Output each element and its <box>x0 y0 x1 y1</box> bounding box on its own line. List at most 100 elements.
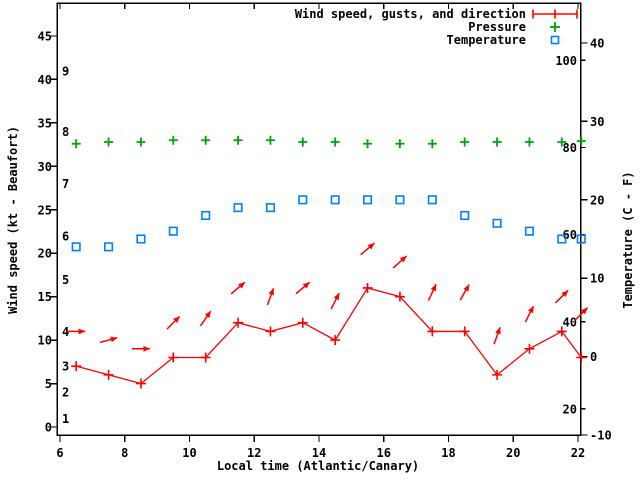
wind-arrow-head <box>333 292 340 301</box>
axis-tick-labels: 6 8 10 12 14 16 18 20 22051015202530354045-10010… <box>38 29 612 460</box>
wind-arrow-head <box>399 255 407 263</box>
legend-label-wind: Wind speed, gusts, and direction <box>294 6 526 21</box>
wind-speed-marker <box>330 335 341 346</box>
temperature-marker <box>460 210 470 221</box>
beaufort-label: 9 <box>62 64 69 78</box>
temperature-marker <box>233 203 243 213</box>
pressure-marker <box>298 137 308 147</box>
beaufort-label: 8 <box>62 125 69 139</box>
beaufort-label: 1 <box>62 412 69 426</box>
pressure-marker <box>576 136 586 146</box>
temperature-marker <box>492 218 502 228</box>
x-tick-label: 20 <box>506 446 520 460</box>
wind-speed-marker <box>200 352 211 363</box>
wind-arrow-head <box>495 327 501 335</box>
temperature-marker <box>104 242 114 252</box>
x-axis-title: Local time (Atlantic/Canary) <box>216 459 420 473</box>
wind-speed-marker <box>297 317 308 328</box>
wind-arrow-head <box>561 290 569 297</box>
temperature-square-legend-icon <box>531 34 579 46</box>
wind-arrow-head <box>580 307 588 315</box>
y-left-tick-label: 5 <box>45 377 52 391</box>
pressure-marker <box>136 137 146 147</box>
y-left-tick-label: 40 <box>38 73 52 87</box>
y-left-tick-label: 25 <box>38 203 52 217</box>
x-tick-label: 10 <box>182 446 196 460</box>
pressure-marker <box>201 135 211 145</box>
fahrenheit-label: 100 <box>555 54 577 68</box>
legend-row-temperature: Temperature <box>446 32 579 47</box>
wind-arrow-head <box>204 311 211 319</box>
pressure-marker <box>460 137 470 147</box>
x-tick-label: 22 <box>571 446 585 460</box>
temperature-marker <box>557 234 567 244</box>
temperature-marker <box>71 242 81 252</box>
y-left-tick-label: 10 <box>38 334 52 348</box>
beaufort-label: 6 <box>62 229 69 243</box>
temperature-marker <box>427 195 437 205</box>
right-axis-title: Temperature (C - F) <box>621 171 635 309</box>
pressure-marker <box>233 135 243 145</box>
wind-direction-arrows <box>67 242 589 352</box>
y-left-tick-label: 45 <box>38 29 52 43</box>
x-tick-label: 6 <box>56 446 63 460</box>
y-left-tick-label: 20 <box>38 247 52 261</box>
y-left-tick-label: 15 <box>38 290 52 304</box>
beaufort-label: 5 <box>62 273 69 287</box>
temperature-marker <box>363 195 373 205</box>
wind-speed-marker <box>524 343 535 354</box>
beaufort-label: 3 <box>62 360 69 374</box>
legend-row-wind: Wind speed, gusts, and direction <box>294 6 579 21</box>
wind-arrow-head <box>268 288 275 296</box>
pressure-series <box>71 135 586 149</box>
y-right-tick-label: 30 <box>590 115 604 129</box>
beaufort-label: 7 <box>62 177 69 191</box>
x-tick-label: 14 <box>312 446 326 460</box>
wind-arrow-head <box>110 336 118 343</box>
wind-arrow-head <box>302 282 310 289</box>
wind-speed-marker <box>576 352 587 363</box>
y-right-tick-label: 40 <box>590 37 604 51</box>
legend-label-temperature: Temperature <box>446 32 526 47</box>
wind-speed-marker <box>492 369 503 380</box>
wind-arrow-head <box>143 345 150 352</box>
wind-speed-series <box>71 282 587 389</box>
pressure-marker <box>71 139 81 149</box>
x-tick-label: 8 <box>121 446 128 460</box>
pressure-marker <box>395 139 405 149</box>
wind-speed-line <box>76 287 582 385</box>
wind-speed-marker <box>168 352 179 363</box>
wind-speed-marker <box>71 361 82 372</box>
wind-arrow-head <box>78 328 86 335</box>
pressure-marker <box>265 135 275 145</box>
temperature-marker <box>395 195 405 205</box>
pressure-marker <box>524 137 534 147</box>
temperature-marker <box>136 234 146 244</box>
legend: Wind speed, gusts, and direction Pressur… <box>294 6 579 47</box>
y-right-tick-label: -10 <box>590 429 612 443</box>
wind-arrow-head <box>367 243 375 250</box>
wind-arrow-head <box>238 282 245 289</box>
wind-speed-marker <box>556 326 567 337</box>
wind-speed-marker <box>427 326 438 337</box>
wind-speed-marker <box>459 326 470 337</box>
axis-ticks <box>50 3 588 442</box>
pressure-marker <box>168 135 178 145</box>
temperature-marker <box>265 203 275 213</box>
y-right-tick-label: 20 <box>590 193 604 207</box>
temperature-marker <box>201 210 211 221</box>
pressure-marker <box>330 137 340 147</box>
wind-arrow-head <box>463 284 470 292</box>
y-left-tick-label: 0 <box>45 421 52 435</box>
x-tick-label: 18 <box>441 446 455 460</box>
pressure-marker <box>363 139 373 149</box>
temperature-marker <box>576 234 586 244</box>
wind-arrow-head <box>527 306 534 314</box>
legend-row-pressure: Pressure <box>468 20 579 34</box>
pressure-marker <box>104 137 114 147</box>
x-tick-label: 16 <box>377 446 391 460</box>
wind-arrow-head <box>173 316 180 324</box>
wind-speed-marker <box>394 291 405 302</box>
